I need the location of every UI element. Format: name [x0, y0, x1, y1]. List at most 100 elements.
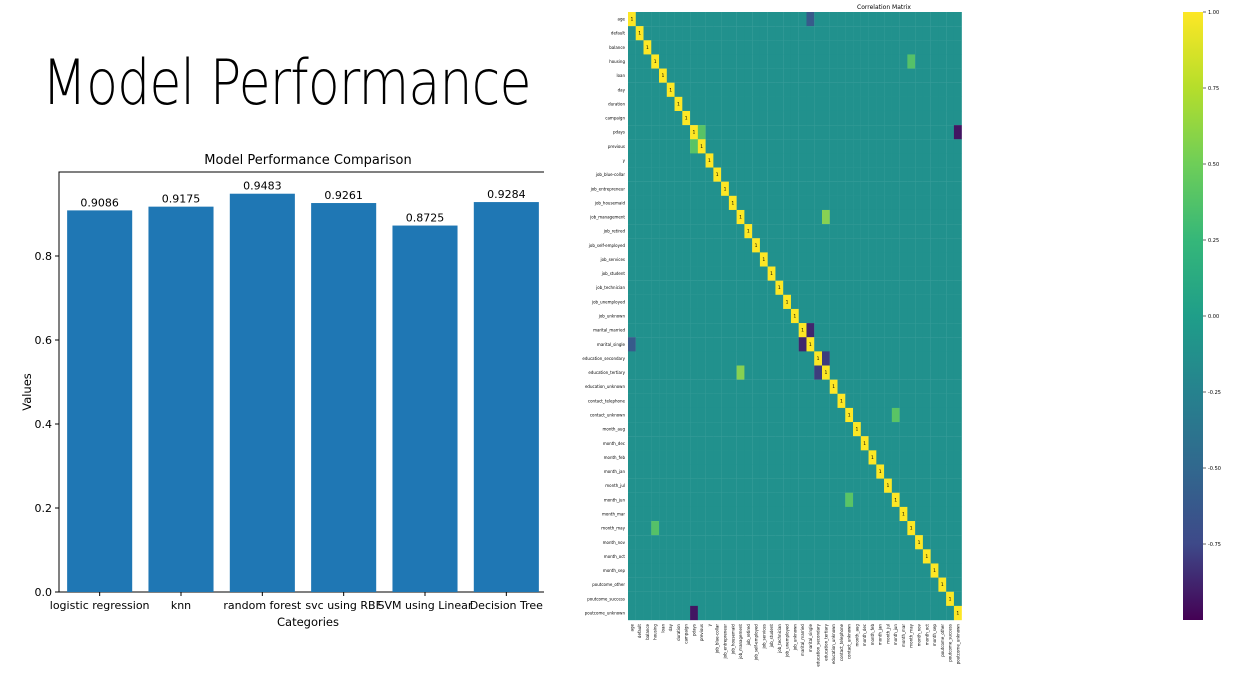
heatmap-cell	[930, 266, 939, 281]
heatmap-cell	[868, 535, 877, 550]
heatmap-cell	[705, 252, 714, 267]
heatmap-cell	[674, 26, 683, 41]
heatmap-cell	[721, 294, 730, 310]
heatmap-cell	[713, 436, 722, 451]
heatmap-cell	[876, 591, 885, 607]
heatmap-cell	[783, 591, 792, 607]
diagonal-value: 1	[894, 497, 897, 503]
heatmap-row-label: month_jun	[604, 497, 626, 502]
heatmap-cell	[891, 209, 900, 225]
heatmap-cell	[767, 209, 776, 225]
heatmap-cell	[713, 365, 722, 380]
heatmap-cell	[728, 110, 737, 126]
heatmap-cell	[783, 153, 792, 168]
heatmap-cell	[767, 407, 776, 423]
heatmap-cell	[775, 393, 784, 409]
heatmap-cell	[682, 605, 691, 621]
heatmap-cell	[899, 110, 908, 126]
heatmap-cell	[806, 167, 815, 182]
heatmap-cell	[697, 492, 706, 508]
heatmap-cell	[837, 139, 846, 154]
heatmap-cell	[868, 224, 877, 239]
heatmap-cell	[775, 238, 784, 253]
heatmap-cell	[876, 125, 885, 140]
heatmap-cell	[759, 464, 768, 479]
heatmap-cell	[915, 26, 924, 41]
diagonal-value: 1	[949, 596, 952, 602]
heatmap-cell	[884, 238, 892, 253]
heatmap-cell	[659, 478, 667, 493]
heatmap-cell	[798, 365, 807, 380]
heatmap-cell	[845, 549, 854, 564]
heatmap-cell	[922, 450, 931, 465]
heatmap-cell	[736, 12, 745, 27]
heatmap-col-label: job_housemaid	[730, 624, 735, 656]
heatmap-cell	[651, 563, 660, 578]
heatmap-cell	[659, 68, 667, 83]
heatmap-cell	[822, 252, 830, 267]
heatmap-cell	[837, 436, 846, 451]
heatmap-cell	[946, 195, 955, 211]
heatmap-cell	[845, 40, 854, 55]
heatmap-cell	[783, 535, 792, 550]
heatmap-cell	[635, 181, 644, 196]
heatmap-cell	[860, 110, 869, 126]
heatmap-cell	[783, 209, 792, 225]
heatmap-cell	[845, 450, 854, 465]
heatmap-col-label: job_student	[769, 624, 774, 649]
heatmap-cell	[907, 167, 916, 182]
heatmap-cell	[635, 294, 644, 310]
heatmap-row-label: job_student	[601, 271, 626, 276]
heatmap-cell	[860, 252, 869, 267]
heatmap-cell	[697, 209, 706, 225]
heatmap-cell	[798, 549, 807, 564]
heatmap-cell	[728, 549, 737, 564]
heatmap-cell	[806, 280, 815, 295]
heatmap-cell	[752, 181, 761, 196]
heatmap-cell	[915, 436, 924, 451]
heatmap-cell	[628, 379, 636, 394]
heatmap-cell	[728, 167, 737, 182]
heatmap-cell	[814, 181, 823, 196]
heatmap-cell	[666, 280, 675, 295]
heatmap-cell	[721, 393, 730, 409]
heatmap-cell	[946, 266, 955, 281]
heatmap-cell	[860, 577, 869, 592]
heatmap-cell	[674, 535, 683, 550]
heatmap-cell	[713, 12, 722, 27]
heatmap-cell	[946, 167, 955, 182]
heatmap-col-label: month_nov	[917, 623, 922, 646]
heatmap-cell	[752, 450, 761, 465]
heatmap-cell	[837, 464, 846, 479]
heatmap-col-label: month_aug	[854, 624, 859, 647]
heatmap-cell	[728, 323, 737, 338]
heatmap-cell	[938, 294, 947, 310]
heatmap-cell	[674, 238, 683, 253]
heatmap-cell	[666, 68, 675, 83]
heatmap-cell	[628, 407, 636, 423]
heatmap-cell	[922, 96, 931, 112]
heatmap-cell	[690, 577, 698, 592]
heatmap-col-label: duration	[676, 624, 681, 641]
heatmap-cell	[853, 54, 861, 69]
heatmap-cell	[930, 252, 939, 267]
heatmap-cell	[953, 40, 962, 55]
heatmap-cell	[728, 280, 737, 295]
heatmap-cell	[674, 40, 683, 55]
heatmap-cell	[651, 450, 660, 465]
heatmap-cell	[946, 436, 955, 451]
heatmap-cell	[651, 280, 660, 295]
heatmap-cell	[713, 82, 722, 97]
heatmap-row-label: month_dec	[603, 441, 625, 446]
heatmap-cell	[682, 224, 691, 239]
heatmap-cell	[806, 54, 815, 69]
heatmap-cell	[891, 308, 900, 324]
heatmap-cell	[713, 337, 722, 352]
heatmap-cell	[767, 492, 776, 508]
heatmap-cell	[736, 224, 745, 239]
heatmap-row-label: month_sep	[603, 568, 626, 573]
heatmap-cell	[845, 26, 854, 41]
heatmap-cell	[728, 351, 737, 366]
heatmap-cell	[930, 365, 939, 380]
heatmap-cell	[643, 26, 652, 41]
